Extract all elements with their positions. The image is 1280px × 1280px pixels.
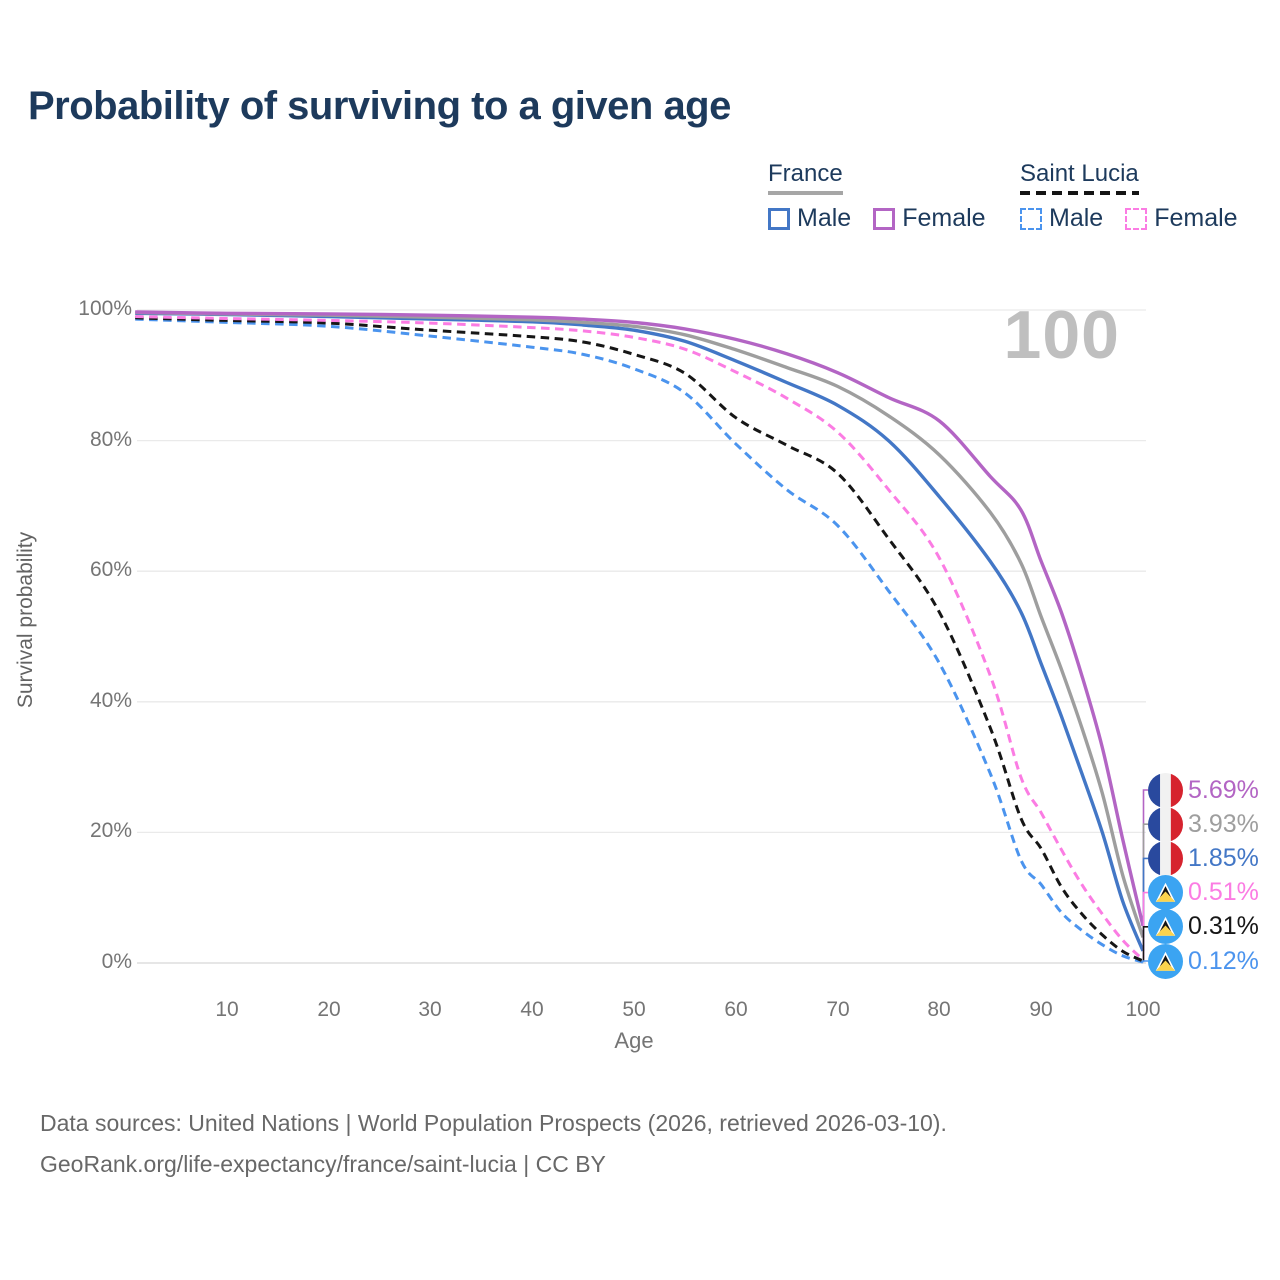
legend-linestyle-swatch [768,191,843,195]
y-tick-100: 100% [78,297,132,320]
y-tick-20: 20% [89,819,132,842]
x-tick-30: 30 [418,998,442,1021]
footer-attribution: GeoRank.org/life-expectancy/france/saint… [40,1151,606,1177]
end-label-saint-lucia-both-sexes: 0.31% [1148,909,1259,944]
france-flag-icon [1148,841,1183,876]
end-label-value: 3.93% [1188,810,1259,838]
x-tick-60: 60 [724,998,748,1021]
y-axis-label: Survival probability [14,531,37,709]
footer-data-sources: Data sources: United Nations | World Pop… [40,1110,947,1136]
legend-group-france: France Male Female [768,160,986,233]
end-label-value: 0.12% [1188,947,1259,975]
end-label-saint-lucia-male: 0.12% [1148,944,1259,979]
end-label-france-both-sexes: 3.93% [1148,807,1259,842]
x-tick-20: 20 [317,998,341,1021]
end-label-value: 0.51% [1188,878,1259,906]
legend-item-france-male[interactable]: Male [768,204,851,233]
end-label-value: 1.85% [1188,844,1259,872]
y-tick-80: 80% [89,428,132,451]
legend-linestyle-swatch [1020,191,1139,195]
curve-saint-lucia-female[interactable] [135,315,1145,961]
end-label-value: 5.69% [1188,776,1259,804]
end-label-france-female: 5.69% [1148,773,1259,808]
end-label-saint-lucia-female: 0.51% [1148,875,1259,910]
legend-item-saint-lucia-male[interactable]: Male [1020,204,1103,233]
legend-checkbox[interactable] [873,207,896,230]
legend-item-label: Male [1049,204,1104,232]
saint-lucia-flag-icon [1148,944,1183,979]
end-label-france-male: 1.85% [1148,841,1259,876]
curve-france-female[interactable] [135,310,1145,927]
legend-checkbox[interactable] [768,207,790,230]
x-tick-80: 80 [927,998,951,1021]
legend-country-label: France [768,160,843,187]
x-tick-90: 90 [1029,998,1053,1021]
x-tick-50: 50 [622,998,646,1021]
x-tick-100: 100 [1125,998,1161,1021]
france-flag-icon [1148,773,1183,808]
leader-line-saint-lucia-male [1142,960,1148,963]
leader-line-saint-lucia-both-sexes [1142,926,1148,961]
end-label-value: 0.31% [1188,912,1259,940]
x-tick-40: 40 [520,998,544,1021]
curve-saint-lucia-both-sexes[interactable] [135,316,1144,963]
x-tick-10: 10 [215,998,239,1021]
france-flag-icon [1148,807,1183,842]
legend-item-france-female[interactable]: Female [873,204,986,233]
curve-france-both-sexes[interactable] [135,310,1145,938]
legend-checkbox[interactable] [1020,207,1042,230]
curve-saint-lucia-male[interactable] [135,317,1144,964]
saint-lucia-flag-icon [1148,909,1183,944]
page-title: Probability of surviving to a given age [28,84,731,128]
legend-item-label: Male [797,204,852,232]
legend-checkbox[interactable] [1125,207,1148,230]
legend-country-label: Saint Lucia [1020,160,1139,187]
y-tick-40: 40% [89,689,132,712]
saint-lucia-flag-icon [1148,875,1183,910]
x-tick-70: 70 [826,998,850,1021]
y-tick-0: 0% [101,950,132,973]
x-axis-label: Age [614,1028,654,1053]
age-watermark: 100 [1003,297,1120,373]
legend-item-label: Female [1154,204,1238,232]
curve-france-male[interactable] [135,311,1145,952]
legend-item-label: Female [902,204,986,232]
legend-group-saint-lucia: Saint Lucia Male Female [1020,160,1238,233]
legend-item-saint-lucia-female[interactable]: Female [1125,204,1238,233]
y-tick-60: 60% [89,558,132,581]
